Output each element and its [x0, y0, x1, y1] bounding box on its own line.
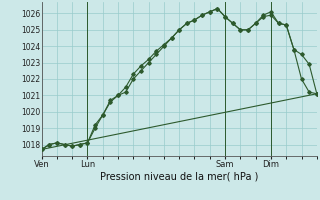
- X-axis label: Pression niveau de la mer( hPa ): Pression niveau de la mer( hPa ): [100, 172, 258, 182]
